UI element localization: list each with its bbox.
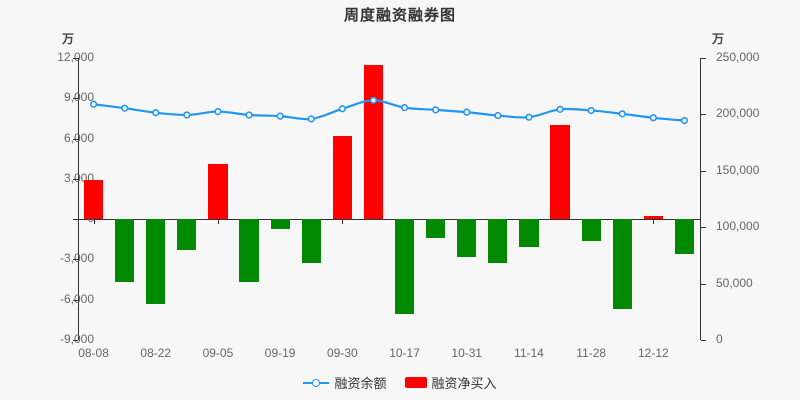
legend-label-net-buy: 融资净买入 bbox=[431, 376, 497, 391]
line-point-09-26[interactable] bbox=[307, 115, 315, 123]
left-axis-tick-label: -6,000 bbox=[59, 291, 94, 306]
left-axis-tick-mark bbox=[73, 178, 78, 180]
line-path bbox=[93, 99, 685, 122]
x-axis-tick-label: 08-08 bbox=[78, 346, 109, 360]
bar-09-05[interactable] bbox=[208, 164, 228, 220]
bar-12-19[interactable] bbox=[674, 219, 695, 255]
x-axis-tick-label: 11-14 bbox=[514, 346, 544, 360]
right-axis-tick-label: 150,000 bbox=[716, 162, 760, 177]
bar-08-22[interactable] bbox=[146, 219, 166, 304]
bar-11-21[interactable] bbox=[550, 125, 570, 220]
line-point-08-22[interactable] bbox=[152, 109, 160, 117]
line-point-11-07[interactable] bbox=[494, 111, 502, 120]
line-marker-icon bbox=[303, 378, 330, 388]
bar-08-15[interactable] bbox=[115, 219, 135, 283]
left-axis-tick-label: 12,000 bbox=[57, 50, 94, 64]
bar-09-30[interactable] bbox=[332, 135, 352, 220]
line-point-08-15[interactable] bbox=[121, 104, 129, 112]
right-axis-tick-mark bbox=[701, 283, 706, 285]
line-point-10-17[interactable] bbox=[400, 104, 409, 112]
bar-10-31[interactable] bbox=[457, 219, 477, 257]
bar-11-07[interactable] bbox=[488, 219, 508, 264]
line-point-11-28[interactable] bbox=[587, 106, 595, 115]
left-axis-tick-mark bbox=[73, 98, 78, 100]
x-axis-tick-label: 12-12 bbox=[637, 346, 669, 360]
bar-11-14[interactable] bbox=[519, 219, 539, 248]
left-axis-tick-mark bbox=[73, 138, 78, 140]
bar-marker-icon bbox=[404, 377, 427, 388]
left-axis-line bbox=[78, 58, 79, 340]
x-axis-tick-mark bbox=[653, 219, 655, 225]
line-point-09-19[interactable] bbox=[276, 112, 284, 120]
left-axis-tick-mark bbox=[73, 340, 78, 341]
legend-item-net-buy[interactable]: 融资净买入 bbox=[404, 373, 497, 392]
x-axis-tick-label: 10-17 bbox=[389, 346, 420, 360]
legend-label-balance: 融资余额 bbox=[334, 376, 387, 391]
bar-09-26[interactable] bbox=[301, 219, 321, 264]
x-axis-tick-label: 09-05 bbox=[202, 346, 234, 360]
left-axis-tick-mark bbox=[73, 58, 78, 59]
line-point-11-21[interactable] bbox=[556, 105, 564, 113]
right-axis-tick-mark bbox=[701, 114, 706, 116]
left-axis-tick-mark bbox=[73, 259, 78, 261]
x-axis-tick-mark bbox=[93, 219, 95, 225]
line-point-09-12[interactable] bbox=[245, 111, 253, 119]
right-axis-unit-label: 万 bbox=[712, 32, 725, 46]
page-title: 周度融资融券图 bbox=[343, 7, 456, 24]
x-axis-tick-label: 11-28 bbox=[576, 346, 607, 360]
x-axis-tick-label: 08-22 bbox=[140, 346, 172, 360]
left-axis-tick-label: 9,000 bbox=[63, 90, 94, 105]
line-point-10-24[interactable] bbox=[432, 106, 440, 114]
zero-baseline bbox=[78, 219, 701, 220]
right-axis-tick-label: 250,000 bbox=[716, 50, 760, 64]
right-axis-line bbox=[700, 58, 701, 340]
bar-10-10[interactable] bbox=[363, 64, 384, 220]
x-axis-tick-label: 09-19 bbox=[264, 346, 296, 360]
bar-10-17[interactable] bbox=[394, 219, 415, 315]
right-axis-tick-label: 0 bbox=[716, 332, 723, 346]
line-point-10-31[interactable] bbox=[463, 108, 471, 116]
line-point-09-05[interactable] bbox=[214, 107, 222, 116]
x-axis-tick-label: 10-31 bbox=[451, 346, 483, 360]
legend: 融资余额 融资净买入 bbox=[0, 373, 800, 392]
bar-08-08[interactable] bbox=[83, 180, 104, 220]
x-axis-tick-mark bbox=[342, 219, 344, 225]
right-axis-tick-mark bbox=[701, 340, 706, 341]
right-axis-tick-label: 100,000 bbox=[716, 219, 760, 234]
line-point-08-08[interactable] bbox=[89, 100, 98, 108]
right-axis-tick-mark bbox=[701, 227, 706, 229]
left-axis-tick-label: -3,000 bbox=[59, 251, 94, 266]
left-axis-unit-label: 万 bbox=[62, 32, 75, 46]
legend-item-balance[interactable]: 融资余额 bbox=[303, 373, 387, 392]
line-point-11-14[interactable] bbox=[525, 113, 533, 121]
line-point-12-12[interactable] bbox=[649, 114, 657, 122]
bar-11-28[interactable] bbox=[581, 219, 601, 241]
plot-area bbox=[78, 58, 700, 340]
x-axis-tick-mark bbox=[217, 219, 219, 225]
line-point-08-29[interactable] bbox=[183, 111, 191, 119]
bar-12-12[interactable] bbox=[643, 216, 663, 220]
line-point-10-10[interactable] bbox=[369, 96, 378, 104]
left-axis-tick-mark bbox=[73, 299, 78, 301]
line-point-12-19[interactable] bbox=[680, 117, 689, 125]
x-axis-tick-label: 09-30 bbox=[326, 346, 358, 360]
right-axis-tick-label: 200,000 bbox=[716, 106, 760, 121]
bar-08-29[interactable] bbox=[177, 219, 197, 251]
left-axis-tick-mark bbox=[73, 219, 78, 221]
line-point-09-30[interactable] bbox=[338, 105, 346, 113]
right-axis-tick-mark bbox=[701, 170, 706, 172]
bar-10-24[interactable] bbox=[426, 219, 446, 238]
left-axis-tick-label: 6,000 bbox=[63, 130, 94, 145]
right-axis-tick-mark bbox=[701, 58, 706, 59]
bar-09-12[interactable] bbox=[239, 219, 259, 283]
line-point-12-05[interactable] bbox=[618, 110, 626, 118]
line-series-融资余额 bbox=[89, 96, 689, 125]
bar-12-05[interactable] bbox=[612, 219, 632, 310]
bar-09-19[interactable] bbox=[270, 219, 290, 229]
left-axis-tick-label: -9,000 bbox=[59, 332, 94, 346]
right-axis-tick-label: 50,000 bbox=[716, 275, 753, 290]
